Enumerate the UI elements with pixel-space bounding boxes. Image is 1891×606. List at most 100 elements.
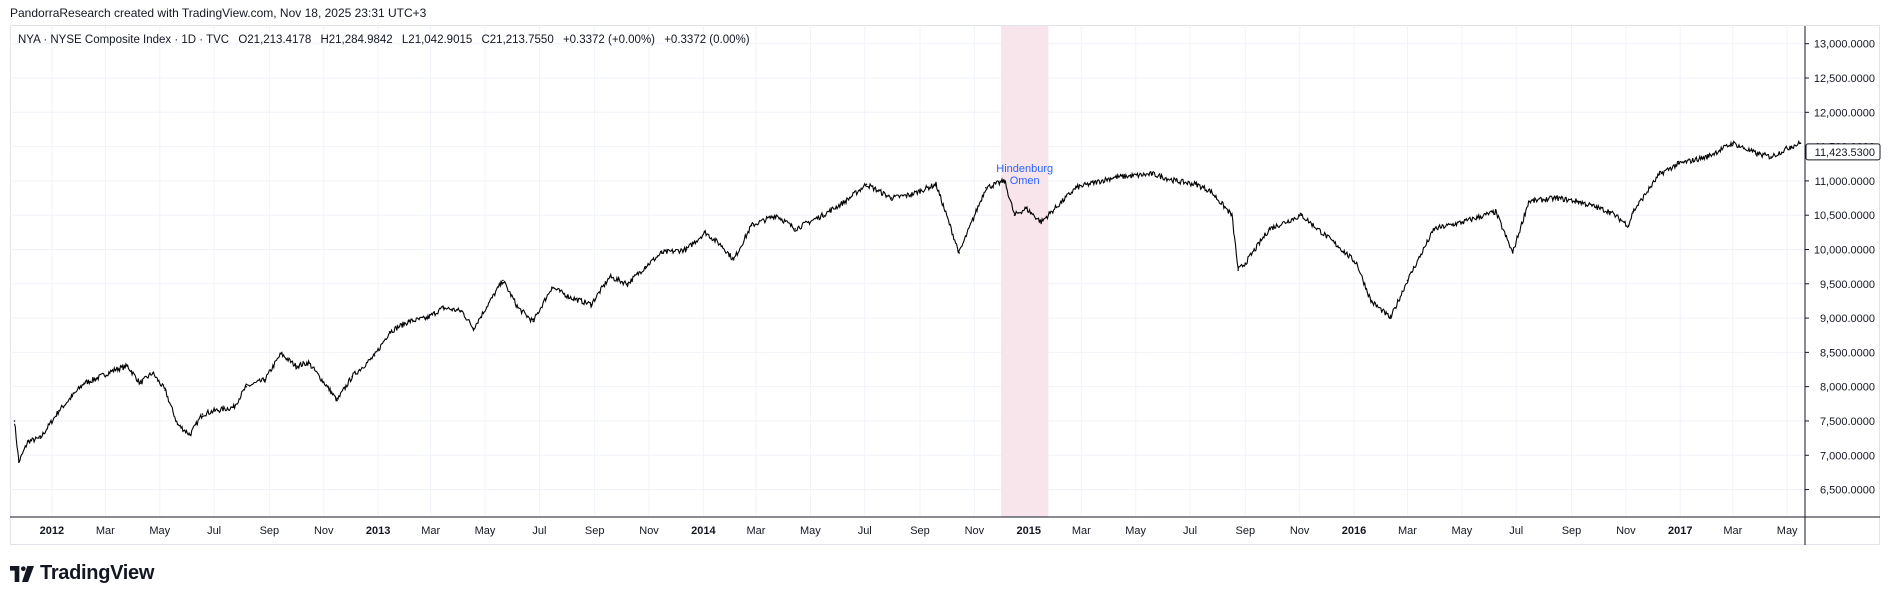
price-point [865,183,868,186]
price-point [1609,211,1611,213]
price-point [1300,214,1303,216]
x-tick-label: Mar [1072,525,1091,537]
price-point [18,461,20,463]
x-tick-label: Mar [1398,525,1417,537]
legend-close: C21,213.7550 [481,34,554,46]
price-point [1151,173,1154,175]
x-tick-label: Sep [1562,525,1582,537]
axes-group [10,26,1880,545]
y-tick-label: 12,500.0000 [1814,73,1875,85]
last-price-label: 11,423.5300 [1815,147,1875,159]
annotation-label-line2: Omen [1010,175,1040,187]
y-tick-label: 8,000.0000 [1820,382,1875,394]
price-point [295,365,297,367]
x-tick-label: 2012 [40,525,64,537]
price-point [985,187,987,189]
last-price-box [1805,143,1881,161]
x-tick-label: May [1777,525,1798,537]
price-point [1244,262,1247,265]
price-point [822,214,824,216]
annotation-label-line1: Hindenburg [996,163,1053,175]
price-point [1555,197,1558,199]
price-point [1370,300,1372,302]
tradingview-logo[interactable]: TradingView [10,562,154,585]
price-point [461,310,463,313]
tradingview-wordmark: TradingView [40,562,155,584]
price-point [910,193,912,196]
price-point [264,379,266,381]
y-tick-label: 8,500.0000 [1820,347,1875,359]
price-point [644,265,647,268]
price-point [1209,190,1212,192]
legend-low: L21,042.9015 [401,34,473,46]
price-point [958,252,960,254]
price-point [1732,142,1734,144]
price-point [189,433,191,436]
price-point [1433,228,1435,230]
price-point [114,368,116,371]
price-point [794,228,796,230]
price-point [1268,228,1271,230]
price-point [388,331,391,333]
price-point [1494,211,1497,213]
y-tick-label: 10,500.0000 [1814,210,1875,222]
chart-grid [10,26,1805,517]
y-tick-label: 10,000.0000 [1814,244,1875,256]
x-tick-label: Sep [910,525,930,537]
price-point [732,259,735,261]
x-tick-label: May [800,525,821,537]
price-point [201,413,204,415]
price-point [1770,156,1772,158]
price-point [83,382,85,385]
price-point [139,382,141,385]
axis-label-group: 2012 Mar May Jul Sep Nov 2013 Mar May Jul Sep Nov 20… [40,39,1881,537]
price-point [1677,163,1680,165]
price-point [472,327,475,330]
price-point [1237,269,1239,271]
price-point [164,389,166,391]
price-point [721,245,723,247]
x-tick-label: Jul [1183,525,1197,537]
price-point [307,361,310,364]
legend-open: O21,213.4178 [238,34,312,46]
price-point [326,385,329,388]
price-point [280,353,282,355]
price-point [426,317,428,319]
price-point [1632,211,1634,213]
price-point [1231,214,1233,216]
x-tick-label: Nov [1290,525,1310,537]
y-tick-label: 11,000.0000 [1815,176,1875,188]
x-tick-label: Sep [1235,525,1255,537]
price-point [551,286,553,289]
legend-symbol[interactable]: NYA · NYSE Composite Index · 1D · TVC [18,34,230,46]
legend-change-pct: +0.3372 (0.00%) [664,34,750,46]
price-point [1511,252,1514,254]
x-tick-label: Sep [585,525,605,537]
price-point [844,200,846,203]
price-point [532,320,534,323]
price-point [1462,221,1464,223]
x-tick-label: Mar [747,525,766,537]
x-tick-label: Mar [96,525,115,537]
price-point [1025,207,1027,210]
price-point [685,248,688,251]
price-point [502,279,504,282]
price-point [660,252,663,254]
price-point [1658,173,1661,175]
x-tick-label: May [1451,525,1472,537]
y-tick-label: 7,000.0000 [1820,450,1875,462]
price-point [1389,317,1392,319]
price-point [1112,176,1115,179]
price-point [126,365,129,367]
x-tick-label: Nov [639,525,659,537]
price-point [935,183,937,186]
price-point [569,296,572,299]
price-point [609,276,611,278]
chart-credit: PandorraResearch created with TradingVie… [10,6,427,20]
chart-frame[interactable] [10,25,1880,545]
x-tick-label: May [1125,525,1146,537]
y-tick-label: 6,500.0000 [1820,485,1875,497]
price-point [517,307,519,309]
